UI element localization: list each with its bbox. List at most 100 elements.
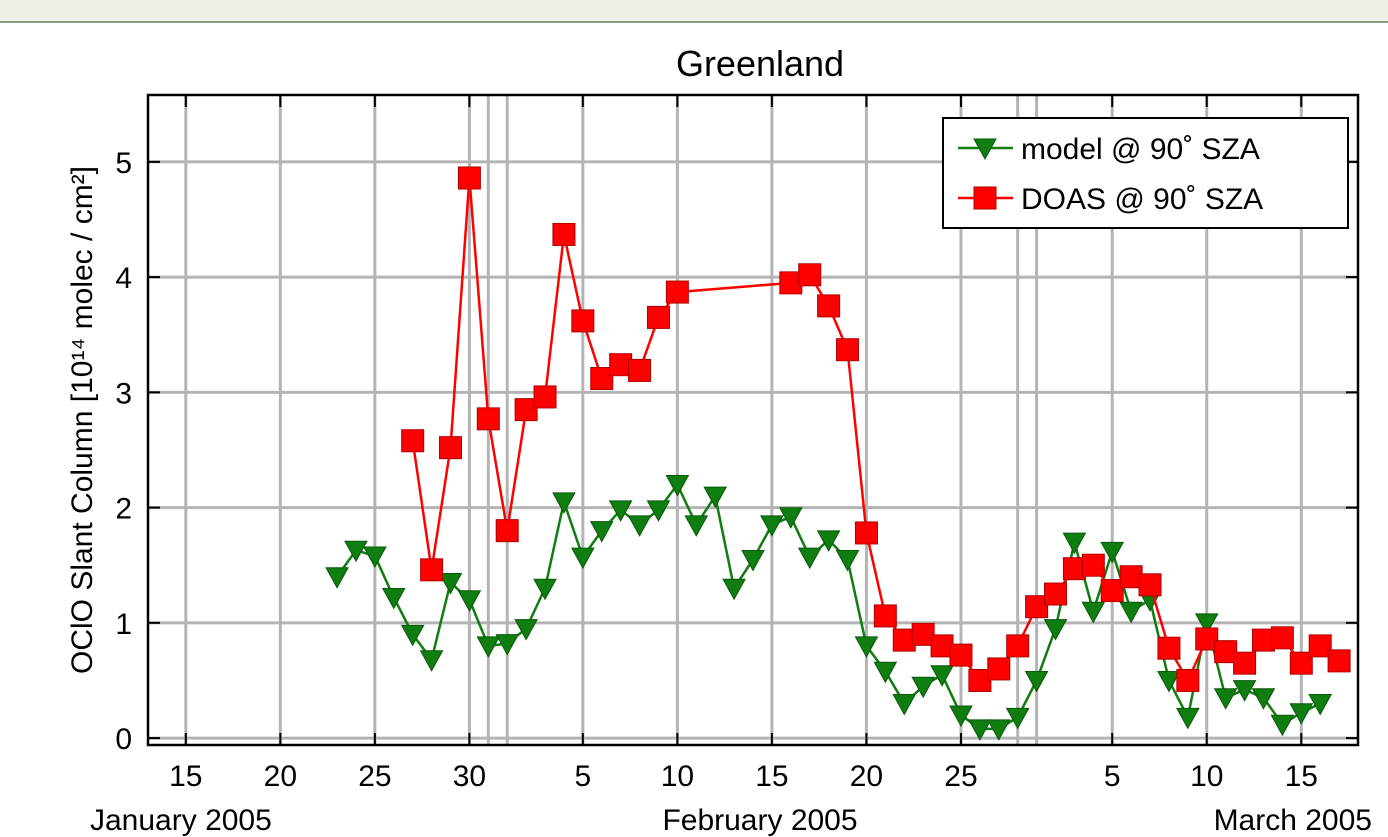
square-marker — [476, 407, 500, 431]
legend: model @ 90˚ SZA DOAS @ 90˚ SZA — [942, 117, 1349, 229]
x-tick-label: 25 — [358, 760, 391, 793]
triangle-marker — [911, 676, 936, 699]
square-marker — [1100, 579, 1124, 603]
square-marker — [1025, 595, 1049, 619]
square-marker — [911, 622, 935, 646]
square-marker — [1006, 634, 1030, 658]
x-tick-label: 5 — [575, 760, 592, 793]
triangle-marker — [646, 500, 671, 522]
triangle-marker — [1062, 532, 1087, 555]
triangle-marker — [973, 138, 997, 161]
square-marker — [949, 643, 973, 667]
square-marker — [665, 280, 689, 304]
triangle-marker — [1232, 680, 1257, 702]
triangle-marker — [986, 719, 1011, 741]
x-tick-label: 15 — [169, 760, 202, 793]
x-group-label: February 2005 — [662, 804, 857, 837]
top-band — [0, 0, 1388, 22]
triangle-marker — [703, 486, 728, 509]
triangle-marker — [1157, 670, 1181, 693]
x-tick-label: 30 — [453, 760, 486, 793]
y-tick-label: 4 — [115, 262, 132, 295]
triangle-marker — [1175, 707, 1200, 730]
square-marker — [1081, 553, 1105, 577]
square-marker — [401, 429, 425, 453]
square-marker — [552, 222, 576, 246]
square-marker — [533, 385, 557, 409]
square-marker — [420, 558, 444, 582]
triangle-marker — [570, 547, 595, 570]
triangle-marker — [1043, 619, 1068, 641]
square-marker — [1195, 627, 1219, 651]
triangle-marker — [835, 549, 860, 572]
triangle-marker — [325, 567, 349, 589]
x-group-label: January 2005 — [90, 804, 272, 837]
square-marker — [1176, 668, 1200, 692]
triangle-marker — [873, 661, 898, 684]
triangle-marker — [760, 515, 784, 537]
square-marker — [514, 398, 538, 422]
square-marker — [1138, 573, 1162, 597]
triangle-marker — [608, 500, 633, 522]
x-tick-label: 15 — [755, 760, 788, 793]
chart-title: Greenland — [676, 43, 844, 84]
square-marker — [798, 263, 822, 287]
triangle-marker — [854, 636, 879, 658]
triangle-marker — [722, 578, 746, 601]
triangle-marker — [344, 540, 368, 563]
x-tick-label: 20 — [264, 760, 297, 793]
plot-frame — [146, 93, 1360, 747]
series — [401, 166, 1351, 692]
triangle-marker — [968, 719, 992, 741]
triangle-marker — [1024, 670, 1049, 693]
triangle-marker — [684, 515, 709, 537]
square-marker — [973, 186, 997, 210]
triangle-marker — [495, 634, 520, 656]
legend-label: model @ 90˚ SZA — [1021, 133, 1260, 166]
triangle-marker — [438, 573, 463, 595]
square-marker — [1289, 651, 1313, 675]
triangle-marker — [514, 619, 538, 641]
square-marker — [1270, 626, 1294, 650]
triangle-marker — [778, 507, 803, 529]
legend-label: DOAS @ 90˚ SZA — [1021, 183, 1263, 216]
triangle-marker — [1213, 688, 1238, 710]
square-marker — [1308, 634, 1332, 658]
triangle-marker — [1119, 601, 1143, 624]
square-marker — [439, 436, 462, 460]
triangle-marker — [1251, 688, 1276, 710]
triangle-marker — [552, 492, 576, 514]
square-marker — [817, 294, 841, 318]
legend-box — [942, 117, 1349, 229]
triangle-marker — [1194, 613, 1219, 635]
triangle-marker — [930, 665, 954, 687]
x-group-label: March 2005 — [1214, 804, 1372, 837]
triangle-marker — [949, 705, 973, 728]
triangle-marker — [627, 515, 652, 537]
square-marker — [1044, 582, 1067, 606]
triangle-marker — [1005, 707, 1030, 730]
y-tick-label: 1 — [115, 608, 132, 641]
square-marker — [987, 657, 1011, 681]
y-tick-label: 2 — [115, 493, 132, 526]
triangle-marker — [533, 578, 557, 601]
triangle-marker — [797, 547, 822, 570]
triangle-marker — [1308, 694, 1333, 716]
square-marker — [571, 309, 595, 333]
x-tick-label: 20 — [850, 760, 883, 793]
series — [325, 475, 1333, 741]
square-marker — [1214, 640, 1238, 664]
y-tick-label: 3 — [115, 377, 132, 410]
square-marker — [854, 521, 878, 545]
square-marker — [873, 604, 897, 628]
triangle-marker — [381, 587, 406, 610]
triangle-marker — [589, 521, 614, 543]
triangle-marker — [476, 636, 501, 658]
square-marker — [1157, 636, 1181, 660]
x-tick-label: 25 — [944, 760, 977, 793]
y-axis-label: OClO Slant Column [10¹⁴ molec / cm²] — [66, 166, 99, 674]
triangle-marker — [741, 549, 765, 572]
square-marker — [628, 358, 652, 382]
